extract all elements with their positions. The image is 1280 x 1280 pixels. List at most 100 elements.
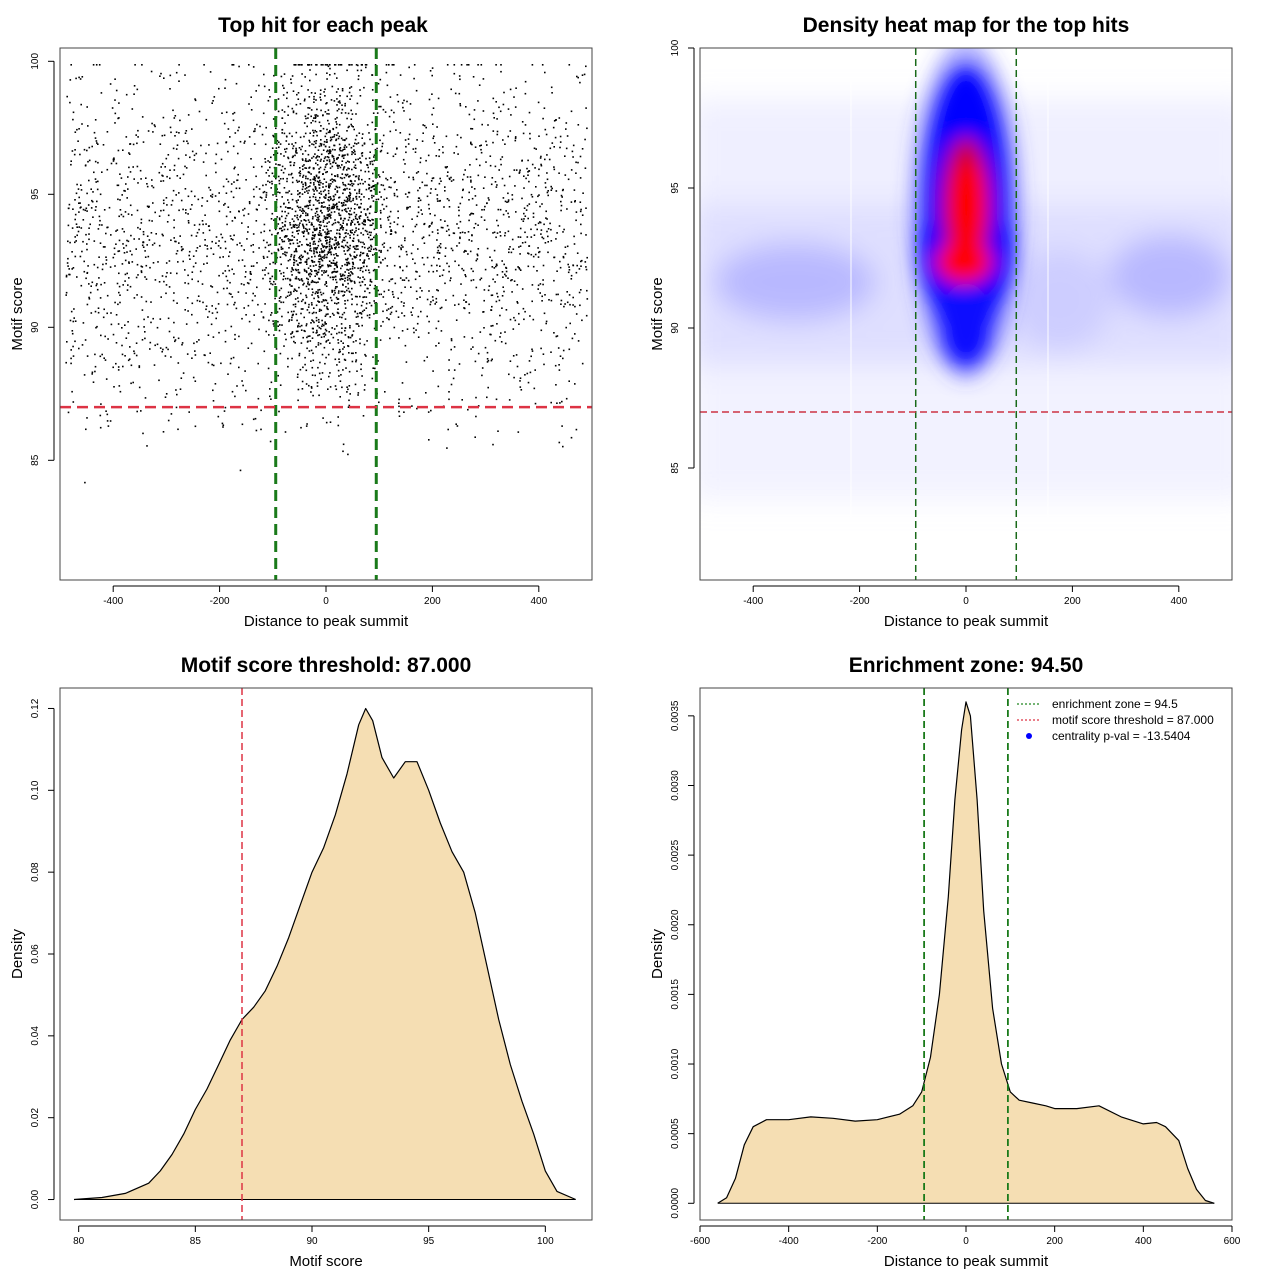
scatter-point (403, 411, 405, 413)
scatter-point (393, 111, 395, 114)
scatter-point (232, 145, 235, 148)
scatter-point (359, 206, 361, 208)
scatter-point (347, 126, 350, 129)
scatter-point (326, 302, 329, 304)
scatter-point (431, 67, 434, 69)
scatter-point (583, 73, 586, 76)
scatter-point (223, 204, 225, 206)
scatter-point (358, 281, 361, 284)
scatter-point (327, 131, 330, 134)
scatter-point (585, 268, 588, 271)
scatter-point (586, 256, 588, 259)
scatter-point (382, 320, 384, 323)
scatter-point (175, 406, 178, 409)
scatter-point (201, 205, 203, 207)
scatter-point (244, 370, 246, 372)
scatter-point (323, 157, 326, 160)
heatmap-x-tick-label: 200 (1064, 596, 1081, 607)
scatter-point (355, 229, 357, 232)
scatter-point (432, 123, 434, 125)
scatter-point (158, 281, 161, 283)
scatter-point (209, 189, 212, 191)
scatter-point (332, 262, 335, 264)
scatter-point (442, 226, 444, 229)
scatter-point (325, 171, 327, 174)
scatter-point (82, 219, 85, 221)
scatter-point (489, 256, 491, 258)
scatter-point (336, 190, 339, 192)
scatter-point (538, 168, 540, 171)
scatter-point (458, 75, 461, 77)
scatter-point (175, 389, 177, 391)
scatter-point (351, 113, 354, 115)
scatter-point (328, 160, 331, 163)
scatter-point (347, 406, 350, 408)
scatter-point (475, 158, 478, 161)
scatter-point (328, 260, 331, 262)
scatter-point (317, 260, 320, 263)
scatter-point (74, 199, 76, 201)
scatter-point (531, 300, 533, 303)
scatter-point (94, 137, 97, 139)
scatter-point (275, 195, 278, 197)
scatter-point (366, 230, 368, 233)
scatter-point (172, 109, 174, 112)
scatter-point (293, 254, 296, 257)
scatter-point (122, 365, 124, 368)
scatter-point (542, 279, 544, 281)
scatter-point (320, 99, 322, 101)
scatter-point (330, 230, 332, 232)
scatter-point (343, 146, 346, 149)
scatter-point (419, 296, 421, 298)
scatter-point (90, 285, 92, 287)
scatter-point (96, 283, 98, 285)
scatter-point (398, 255, 401, 258)
scatter-point (103, 282, 106, 284)
scatter-point (355, 64, 358, 66)
scatter-point (368, 302, 371, 304)
scatter-point (364, 353, 366, 356)
scatter-point (329, 276, 332, 279)
scatter-point (336, 261, 338, 264)
scatter-point (424, 184, 426, 187)
scatter-point (316, 273, 318, 276)
scatter-point (439, 307, 442, 310)
scatter-point (352, 262, 354, 264)
scatter-point (366, 233, 369, 235)
scatter-point (223, 410, 226, 412)
scatter-point (299, 136, 302, 139)
scatter-point (447, 171, 449, 173)
heatmap-y-tick-label: 90 (670, 322, 681, 334)
scatter-point (162, 209, 165, 212)
scatter-point (507, 230, 510, 233)
scatter-point (281, 315, 283, 318)
scatter-point (338, 361, 341, 363)
scatter-point (524, 92, 527, 95)
scatter-point (142, 246, 145, 248)
scatter-y-label: Motif score (9, 277, 26, 350)
enrichment-y-tick-label: 0.0005 (670, 1118, 681, 1149)
scatter-point (305, 175, 307, 178)
scatter-point (165, 262, 168, 264)
scatter-point (353, 255, 355, 258)
scatter-point (297, 399, 299, 402)
scatter-point (517, 431, 520, 433)
scatter-point (558, 225, 561, 227)
scatter-point (207, 316, 209, 318)
scatter-point (458, 363, 461, 365)
scatter-point (159, 143, 162, 145)
scatter-point (357, 64, 359, 67)
scatter-point (389, 222, 392, 225)
scatter-point (324, 145, 327, 148)
scatter-point (65, 291, 68, 294)
scatter-point (173, 219, 175, 221)
scatter-point (227, 373, 229, 375)
scatter-point (284, 251, 286, 253)
scatter-point (150, 70, 153, 73)
scatter-point (346, 386, 348, 388)
scatter-point (474, 360, 477, 363)
scatter-point (153, 242, 156, 245)
scatter-point (369, 278, 372, 281)
scatter-point (264, 161, 267, 163)
scatter-point (347, 183, 350, 185)
